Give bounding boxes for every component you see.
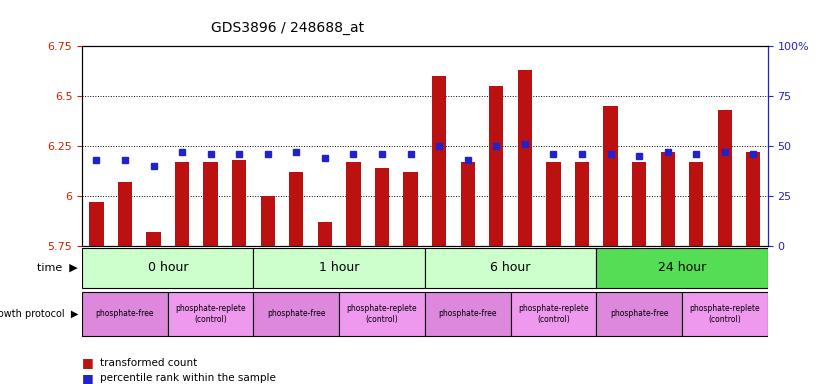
Bar xyxy=(632,162,646,246)
Text: phosphate-free: phosphate-free xyxy=(96,310,154,318)
Bar xyxy=(546,162,561,246)
Bar xyxy=(339,292,425,336)
Bar xyxy=(89,202,103,246)
Bar xyxy=(117,182,132,246)
Bar xyxy=(689,162,704,246)
Bar xyxy=(204,162,218,246)
Text: 24 hour: 24 hour xyxy=(658,262,706,274)
Text: 6 hour: 6 hour xyxy=(490,262,530,274)
Bar xyxy=(167,292,254,336)
Bar xyxy=(603,106,617,246)
Text: transformed count: transformed count xyxy=(100,358,197,368)
Text: phosphate-free: phosphate-free xyxy=(438,310,497,318)
Text: phosphate-replete
(control): phosphate-replete (control) xyxy=(346,304,417,324)
Bar xyxy=(318,222,332,246)
Bar xyxy=(425,292,511,336)
Bar xyxy=(82,248,254,288)
Bar xyxy=(661,152,675,246)
Text: phosphate-replete
(control): phosphate-replete (control) xyxy=(518,304,589,324)
Text: percentile rank within the sample: percentile rank within the sample xyxy=(100,373,276,383)
Bar xyxy=(432,76,447,246)
Bar xyxy=(254,248,425,288)
Bar xyxy=(425,248,596,288)
Bar xyxy=(175,162,189,246)
Text: 0 hour: 0 hour xyxy=(148,262,188,274)
Bar xyxy=(518,70,532,246)
Bar xyxy=(746,152,760,246)
Bar xyxy=(146,232,161,246)
Text: ■: ■ xyxy=(82,372,94,384)
Bar xyxy=(346,162,360,246)
Text: time  ▶: time ▶ xyxy=(37,263,78,273)
Bar xyxy=(375,168,389,246)
Text: GDS3896 / 248688_at: GDS3896 / 248688_at xyxy=(211,21,364,35)
Bar xyxy=(596,248,768,288)
Bar xyxy=(489,86,503,246)
Bar xyxy=(260,196,275,246)
Bar xyxy=(232,160,246,246)
Bar xyxy=(254,292,339,336)
Text: phosphate-free: phosphate-free xyxy=(267,310,326,318)
Text: phosphate-free: phosphate-free xyxy=(610,310,668,318)
Bar xyxy=(511,292,596,336)
Bar xyxy=(575,162,589,246)
Bar xyxy=(82,292,167,336)
Text: phosphate-replete
(control): phosphate-replete (control) xyxy=(176,304,246,324)
Bar xyxy=(289,172,304,246)
Bar xyxy=(403,172,418,246)
Text: ■: ■ xyxy=(82,356,94,369)
Bar xyxy=(596,292,682,336)
Bar xyxy=(682,292,768,336)
Bar xyxy=(718,110,732,246)
Text: growth protocol  ▶: growth protocol ▶ xyxy=(0,309,78,319)
Text: 1 hour: 1 hour xyxy=(319,262,360,274)
Bar xyxy=(461,162,475,246)
Text: phosphate-replete
(control): phosphate-replete (control) xyxy=(690,304,760,324)
